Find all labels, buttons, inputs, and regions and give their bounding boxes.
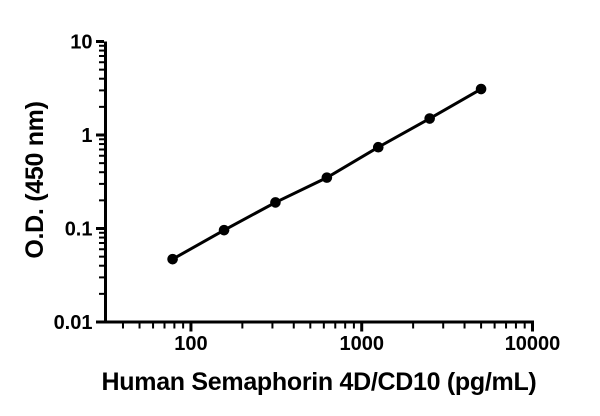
y-axis-tick-label: 10 (70, 32, 92, 54)
x-axis-tick-label: 10000 (505, 333, 561, 355)
y-axis-tick-label: 0.1 (65, 219, 93, 241)
data-point (167, 253, 178, 265)
data-point (270, 197, 281, 208)
data-point (321, 172, 333, 183)
data-point (218, 224, 230, 236)
y-axis-tick-label: 0.01 (54, 312, 93, 334)
plot-area: 100 1000 10000 10 1 0.1 0.01 (54, 32, 561, 356)
data-point (424, 113, 435, 124)
data-point (475, 83, 487, 95)
y-axis-tick-label: 1 (81, 125, 92, 147)
x-axis-tick-label: 100 (174, 333, 207, 355)
x-axis-title: Human Semaphorin 4D/CD10 (pg/mL) (102, 368, 537, 396)
data-point (372, 141, 384, 153)
x-axis-tick-label: 1000 (339, 333, 384, 355)
y-axis-title: O.D. (450 nm) (21, 101, 49, 258)
